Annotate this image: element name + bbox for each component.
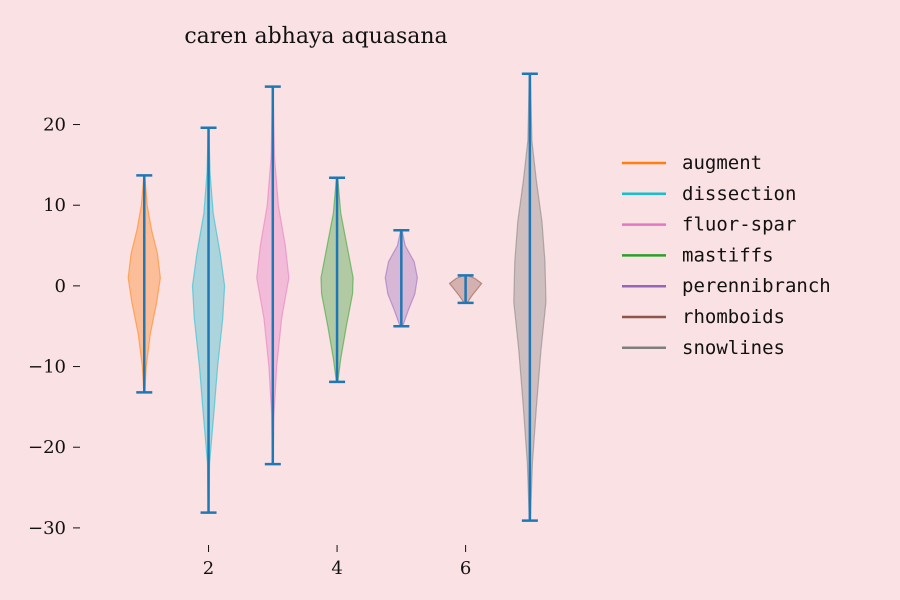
y-tick-label: −30 <box>28 518 66 539</box>
violins-layer <box>127 72 547 522</box>
legend-label: mastiffs <box>682 244 774 266</box>
legend-label: rhomboids <box>682 306 785 328</box>
y-axis: −30 −20 −10 0 10 20 <box>28 115 80 539</box>
legend-label: augment <box>682 152 762 174</box>
y-tick-label: −20 <box>28 437 66 458</box>
legend-label: perennibranch <box>682 275 831 297</box>
legend-label: fluor-spar <box>682 214 796 236</box>
y-tick-label: 10 <box>43 195 66 216</box>
x-tick-label: 2 <box>203 558 214 579</box>
x-tick-label: 4 <box>331 558 342 579</box>
y-tick-label: 20 <box>43 115 66 136</box>
y-tick-label: 0 <box>55 276 66 297</box>
x-axis: 2 4 6 <box>203 545 471 579</box>
x-tick-label: 6 <box>460 558 471 579</box>
legend: augment dissection fluor-spar mastiffs peren… <box>622 152 831 359</box>
legend-label: dissection <box>682 183 796 205</box>
chart-title: caren abhaya aquasana <box>184 24 447 49</box>
y-tick-label: −10 <box>28 357 66 378</box>
legend-label: snowlines <box>682 337 785 359</box>
